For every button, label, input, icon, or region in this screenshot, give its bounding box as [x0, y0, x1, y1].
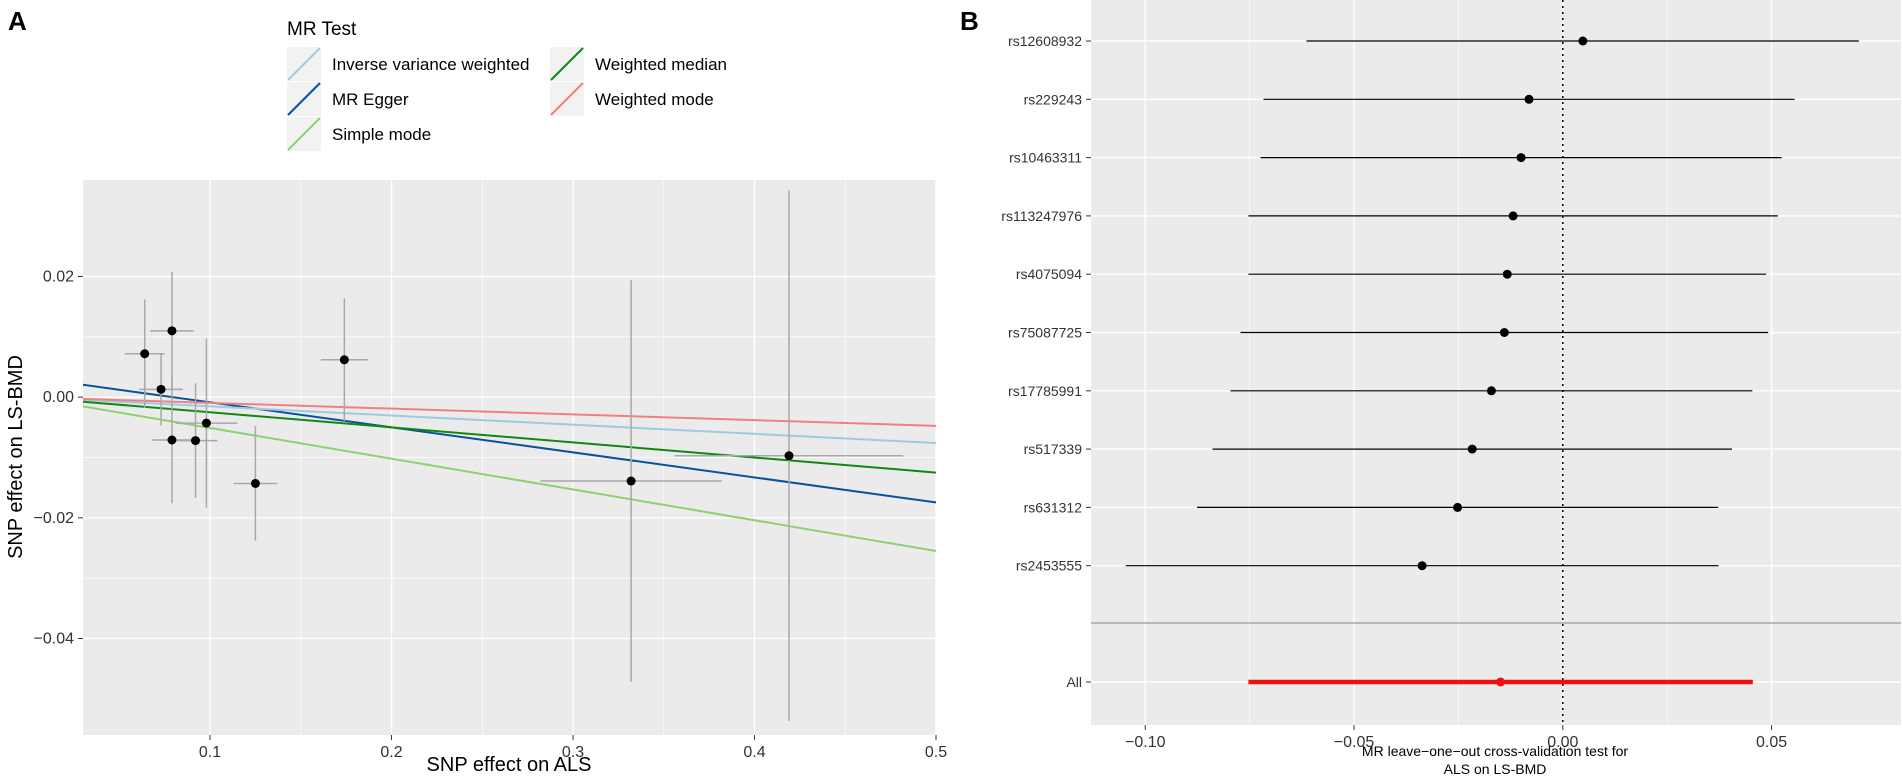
- legend-key-line: [550, 82, 584, 116]
- snp-point: [167, 435, 177, 445]
- snp-point: [339, 355, 349, 365]
- x-tick-label: 0.5: [925, 744, 947, 761]
- legend-item: Weighted mode: [550, 82, 714, 116]
- legend-label: Simple mode: [332, 125, 431, 144]
- snp-point: [201, 418, 211, 428]
- regression-line-weighted-median: [83, 400, 936, 474]
- x-axis-title: SNP effect on ALS: [427, 754, 592, 776]
- forest-plot-background: [1091, 0, 1901, 725]
- legend-label: Inverse variance weighted: [332, 55, 530, 74]
- snp-point: [140, 349, 150, 359]
- reference-line-group: [1091, 0, 1901, 725]
- estimate-point: [1516, 153, 1526, 163]
- snp-label: rs113247976: [1001, 208, 1082, 224]
- legend-label: MR Egger: [332, 90, 409, 109]
- scatter-axes: 0.1 0.2 0.3 0.4 0.5 −0.04 −0.02 0.00 0.02: [34, 269, 948, 761]
- snp-label: rs2453555: [1016, 558, 1082, 574]
- snp-point: [626, 476, 636, 486]
- y-axis-title: SNP effect on LS-BMD: [5, 355, 27, 559]
- x-tick-label: 0.3: [562, 744, 584, 761]
- panel-label-b: B: [960, 6, 979, 36]
- snp-points: [124, 190, 904, 722]
- regression-line-weighted-mode: [83, 397, 936, 427]
- scatter-plot-panel: MR Test Inverse variance weighted MR Egge…: [5, 19, 947, 776]
- regression-line-simple-mode: [83, 405, 936, 552]
- legend-title: MR Test: [287, 19, 357, 40]
- x-tick-label: 0.2: [380, 744, 402, 761]
- snp-point: [156, 384, 166, 394]
- snp-point: [167, 326, 177, 336]
- regression-line-inverse-variance-weighted: [83, 398, 936, 445]
- y-tick-label: 0.00: [43, 389, 74, 406]
- legend-key-line: [287, 117, 321, 151]
- legend-item: Inverse variance weighted: [287, 47, 530, 81]
- y-tick-label: 0.02: [43, 269, 74, 286]
- legend-label: Weighted mode: [595, 90, 714, 109]
- y-tick-label: −0.04: [34, 630, 75, 647]
- legend-key-line: [550, 47, 584, 81]
- snp-label: rs517339: [1024, 441, 1083, 457]
- summary-label: All: [1066, 674, 1082, 690]
- regression-line-mr-egger: [83, 383, 936, 504]
- legend-key-line: [287, 82, 321, 116]
- legend-item: Simple mode: [287, 117, 431, 151]
- estimate-point: [1508, 211, 1518, 221]
- snp-point: [191, 436, 201, 446]
- snp-label: rs10463311: [1009, 150, 1082, 166]
- panel-label-a: A: [8, 6, 27, 36]
- snp-point: [250, 478, 260, 488]
- legend-item: Weighted median: [550, 47, 727, 81]
- estimate-point: [1467, 444, 1477, 454]
- x-tick-label: −0.10: [1125, 734, 1166, 751]
- x-tick-label: 0.4: [743, 744, 765, 761]
- legend-key-line: [287, 47, 321, 81]
- legend: MR Test Inverse variance weighted MR Egge…: [287, 19, 727, 151]
- estimate-point: [1417, 561, 1427, 571]
- snp-label: rs12608932: [1008, 33, 1082, 49]
- snp-label: rs75087725: [1008, 325, 1082, 341]
- estimate-point: [1502, 269, 1512, 279]
- snp-label: rs4075094: [1016, 266, 1082, 282]
- estimate-point: [1486, 386, 1496, 396]
- estimate-point: [1524, 94, 1534, 104]
- legend-item: MR Egger: [287, 82, 409, 116]
- x-tick-label: −0.05: [1334, 734, 1375, 751]
- x-tick-label: 0.1: [199, 744, 221, 761]
- snp-point: [784, 451, 794, 461]
- forest-axes: −0.10 −0.05 0.00 0.05 rs12608932 rs229243 rs10…: [1001, 33, 1787, 751]
- summary-estimate-point: [1496, 677, 1506, 687]
- forest-x-axis-title-line1: MR leave−one−out cross-validation test f…: [1362, 743, 1628, 759]
- regression-lines: [83, 383, 936, 552]
- estimate-point: [1578, 36, 1588, 46]
- estimate-point: [1453, 502, 1463, 512]
- snp-estimates: [1125, 36, 1859, 687]
- snp-label: rs17785991: [1008, 383, 1082, 399]
- x-tick-label: 0.00: [1547, 734, 1578, 751]
- legend-label: Weighted median: [595, 55, 727, 74]
- estimate-point: [1499, 328, 1509, 337]
- snp-label: rs229243: [1024, 91, 1083, 107]
- forest-plot-panel: −0.10 −0.05 0.00 0.05 rs12608932 rs229243 rs10…: [1001, 0, 1901, 777]
- y-tick-label: −0.02: [34, 510, 75, 527]
- forest-x-axis-title-line2: ALS on LS-BMD: [1444, 761, 1547, 777]
- snp-label: rs631312: [1024, 499, 1083, 515]
- x-tick-label: 0.05: [1756, 734, 1787, 751]
